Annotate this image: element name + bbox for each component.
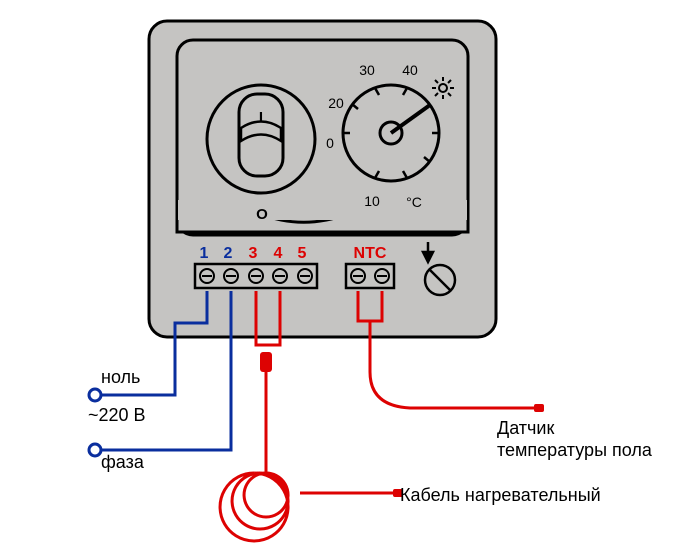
- label-phase: фаза: [101, 452, 144, 473]
- terminal-label-ntc: NTC: [354, 245, 387, 262]
- dial-tick-20: 20: [328, 95, 344, 111]
- label-voltage: ~220 В: [88, 405, 146, 426]
- wire-ntc-end: [534, 404, 544, 412]
- terminal-label-4: 4: [274, 245, 283, 262]
- switch-on-label: I: [259, 109, 263, 126]
- dial-tick-30: 30: [359, 62, 375, 78]
- terminal-phase: [89, 444, 101, 456]
- dial-unit: °C: [406, 194, 422, 210]
- label-sensor-2: температуры пола: [497, 440, 652, 461]
- terminal-label-1: 1: [200, 245, 209, 262]
- dial-tick-10: 10: [364, 193, 380, 209]
- label-cable: Кабель нагревательный: [400, 485, 601, 506]
- wire-heater-coil: [220, 473, 288, 541]
- terminal-label-2: 2: [224, 245, 233, 262]
- dial-tick-40: 40: [402, 62, 418, 78]
- terminal-label-3: 3: [249, 245, 258, 262]
- dial-tick-0: 0: [326, 135, 334, 151]
- terminal-neutral: [89, 389, 101, 401]
- label-neutral: ноль: [101, 367, 140, 388]
- wire-heater-sleeve: [260, 352, 272, 372]
- terminal-label-5: 5: [298, 245, 307, 262]
- switch-off-label: O: [256, 206, 268, 223]
- label-sensor-1: Датчик: [497, 418, 554, 439]
